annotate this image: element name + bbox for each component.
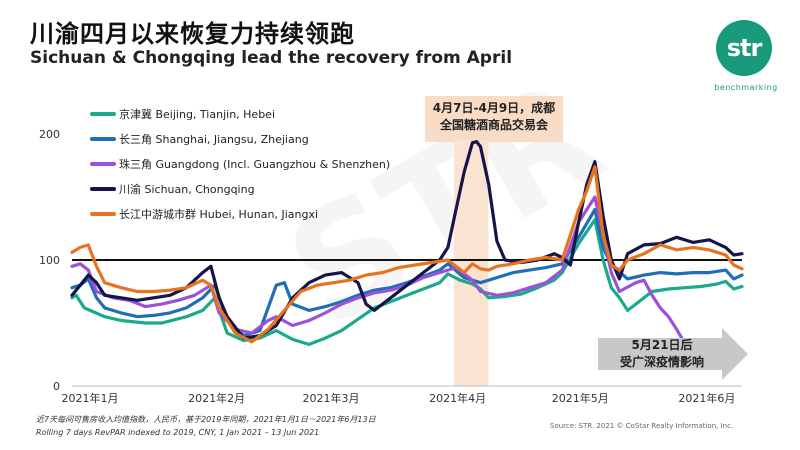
y-tick-label: 100 (39, 254, 60, 267)
y-tick-label: 0 (53, 380, 60, 393)
annotation-outbreak-line: 5月21日后 (631, 337, 692, 352)
series-line (70, 165, 744, 344)
annotation-canton-fair-line: 4月7日-4月9日，成都 (433, 100, 555, 115)
page-subtitle: Sichuan & Chongqing lead the recovery fr… (30, 48, 513, 68)
series-line (70, 218, 744, 346)
str-logo: str (716, 20, 772, 76)
page-title: 川渝四月以来恢复力持续领跑 (30, 20, 355, 48)
x-tick-label: 2021年3月 (303, 391, 360, 405)
footnote-cn: 近7天每间可售房收入均值指数，人民币，基于2019年同期，2021年1月1日－2… (36, 415, 376, 424)
legend-label: 京津冀 Beijing, Tianjin, Hebei (119, 107, 275, 121)
legend-label: 川渝 Sichuan, Chongqing (119, 182, 255, 196)
annotation-canton-fair-line: 全国糖酒商品交易会 (439, 117, 549, 132)
legend-label: 长三角 Shanghai, Jiangsu, Zhejiang (119, 133, 309, 146)
legend-label: 长江中游城市群 Hubei, Hunan, Jiangxi (119, 207, 318, 221)
source-note: Source: STR. 2021 © CoStar Realty Inform… (550, 422, 734, 430)
watermark-text: STR (261, 48, 630, 362)
legend-label: 珠三角 Guangdong (Incl. Guangzhou & Shenzhe… (119, 157, 390, 171)
x-tick-label: 2021年4月 (429, 391, 486, 405)
x-tick-label: 2021年6月 (678, 391, 735, 405)
y-tick-label: 200 (39, 128, 60, 141)
annotation-outbreak-line: 受广深疫情影响 (620, 354, 704, 369)
outbreak-arrow (598, 328, 748, 380)
x-tick-label: 2021年5月 (552, 391, 609, 405)
annotation-box-canton-fair (425, 96, 563, 142)
footnote-en: Rolling 7 days RevPAR indexed to 2019, C… (36, 428, 320, 437)
x-tick-label: 2021年1月 (62, 391, 119, 405)
logo-text: str (726, 34, 763, 62)
series-line (70, 208, 744, 338)
series-line (70, 140, 744, 340)
logo-subtext: benchmarking (714, 83, 778, 92)
x-tick-label: 2021年2月 (188, 391, 245, 405)
